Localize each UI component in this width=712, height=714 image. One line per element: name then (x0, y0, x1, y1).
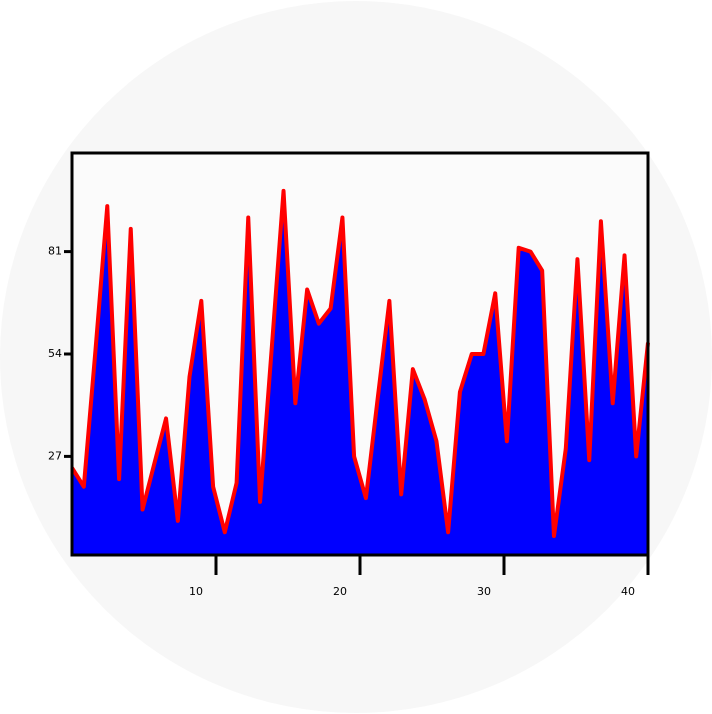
x-tick-label: 30 (477, 585, 491, 598)
x-tick-label: 20 (333, 585, 347, 598)
area (72, 190, 648, 555)
line (70, 188, 650, 539)
x-tick-label: 40 (621, 585, 635, 598)
y-tick-label: 54 (48, 347, 62, 360)
y-tick-label: 27 (48, 449, 62, 462)
x-tick-label: 10 (189, 585, 203, 598)
y-tick-label: 81 (48, 245, 62, 258)
